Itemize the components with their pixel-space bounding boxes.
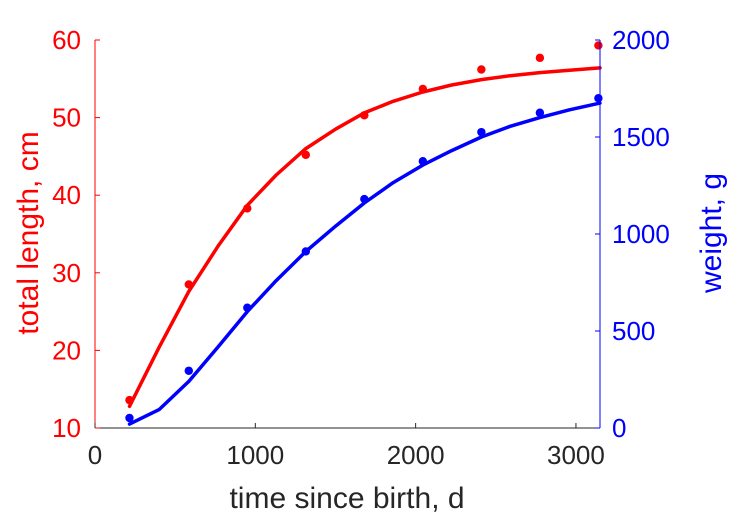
left-y-tick-label: 10: [52, 413, 81, 443]
left-y-tick-label: 60: [52, 25, 81, 55]
left-y-tick-label: 50: [52, 103, 81, 133]
left-axis-data-point: [184, 280, 193, 289]
left-y-tick-label: 30: [52, 258, 81, 288]
x-tick-label: 3000: [547, 440, 605, 470]
left-axis-data-point: [243, 204, 252, 213]
right-axis-data-point: [594, 94, 603, 103]
axes: 0 1000 2000 3000 10 20 30 40 50 60 0 500 1000 1500 200…: [52, 25, 670, 470]
right-y-axis-label: weight, g: [695, 173, 728, 294]
right-axis-data-point: [184, 366, 193, 375]
x-tick-label: 2000: [387, 440, 445, 470]
x-axis-label: time since birth, d: [229, 482, 464, 515]
right-y-tick-label: 500: [612, 316, 655, 346]
right-axis-data-point: [477, 127, 486, 137]
left-axis-data-point: [477, 65, 486, 74]
left-y-tick-label: 20: [52, 335, 81, 365]
right-y-tick-label: 1000: [612, 219, 670, 249]
right-axis-data-point: [418, 157, 428, 166]
x-tick-label: 1000: [226, 440, 284, 470]
right-axis-data-point: [360, 194, 369, 204]
right-axis-data-point: [301, 247, 311, 256]
right-y-tick-label: 0: [612, 413, 626, 443]
left-axis-data-point: [125, 395, 134, 405]
right-axis-data-point: [535, 108, 545, 117]
right-axis-data-point: [125, 413, 134, 423]
x-tick-label: 0: [88, 440, 102, 470]
left-axis-data-point: [535, 53, 545, 63]
left-axis-data-point: [301, 150, 311, 160]
left-axis-data-point: [360, 111, 369, 120]
right-y-tick-label: 2000: [612, 25, 670, 55]
left-y-axis-label: total length, cm: [12, 131, 45, 334]
right-y-tick-label: 1500: [612, 122, 670, 152]
left-y-tick-label: 40: [52, 180, 81, 210]
right-axis-data-point: [243, 303, 252, 312]
left-axis-data-point: [418, 84, 428, 94]
left-axis-data-point: [594, 41, 603, 50]
plot-marks: [125, 41, 603, 426]
